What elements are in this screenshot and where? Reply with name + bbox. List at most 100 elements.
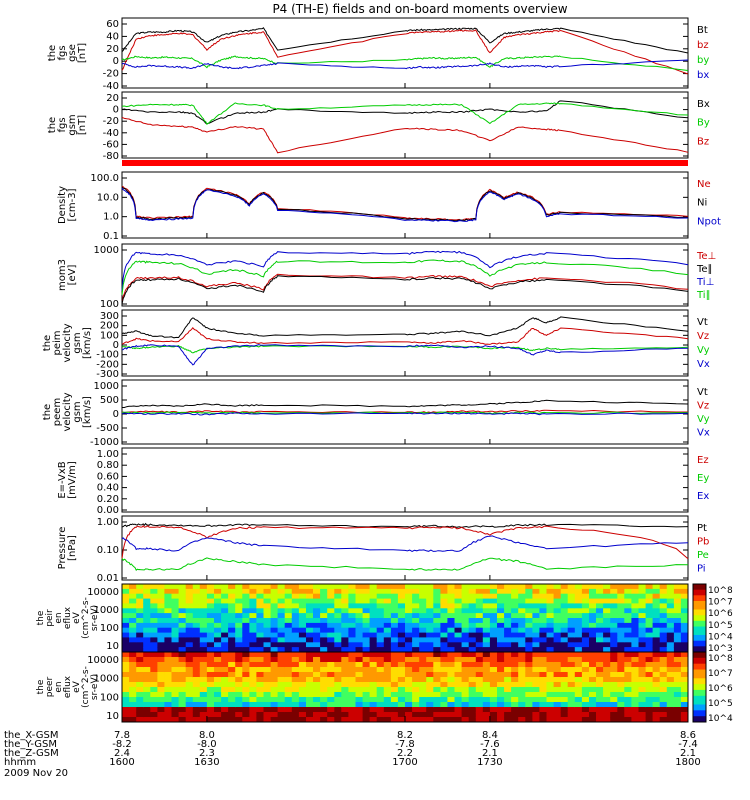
spectrogram-cell (589, 593, 597, 600)
spectrogram-cell (589, 692, 597, 698)
spectrogram-cell (376, 622, 385, 629)
spectrogram-cell (574, 627, 583, 634)
spectrogram-cell (447, 662, 455, 668)
spectrogram-cell (334, 652, 342, 658)
spectrogram-cell (171, 687, 180, 693)
spectrogram-cell (504, 588, 512, 595)
spectrogram-cell (518, 618, 526, 624)
spectrogram-cell (574, 613, 583, 619)
spectrogram-cell (497, 667, 505, 673)
spectrogram-cell (327, 692, 335, 698)
spectrogram-cell (355, 584, 364, 590)
spectrogram-cell (157, 652, 165, 658)
colorbar-segment (693, 695, 706, 700)
spectrogram-cell (228, 717, 236, 723)
spectrogram-cell (263, 598, 272, 604)
spectrogram-cell (376, 702, 385, 708)
spectrogram-cell (489, 593, 498, 600)
spectrogram-cell (235, 672, 243, 678)
spectrogram-cell (306, 652, 314, 658)
series-line-Pb (121, 525, 689, 560)
spectrogram-cell (624, 647, 632, 653)
spectrogram-cell (631, 618, 639, 624)
spectrogram-cell (567, 712, 576, 718)
spectrogram-cell (355, 677, 364, 683)
spectrogram-cell (652, 603, 661, 609)
spectrogram-cell (249, 613, 257, 619)
spectrogram-cell (164, 593, 172, 600)
spectrogram-cell (532, 657, 540, 663)
spectrogram-cell (362, 657, 371, 663)
spectrogram-cell (489, 672, 498, 678)
spectrogram-cell (214, 603, 222, 609)
spectrogram-cell (164, 642, 172, 648)
spectrogram-cell (383, 677, 392, 683)
spectrogram-cell (277, 692, 286, 698)
y-tick-label: 40 (106, 31, 119, 42)
spectrogram-cell (327, 608, 335, 614)
y-tick-label: 10 (106, 711, 119, 722)
spectrogram-cell (313, 584, 321, 590)
spectrogram-cell (355, 627, 364, 634)
spectrogram-cell (235, 657, 243, 663)
spectrogram-cell (270, 603, 279, 609)
spectrogram-cell (504, 632, 512, 638)
spectrogram-cell (638, 593, 647, 600)
spectrogram-cell (659, 603, 668, 609)
spectrogram-cell (532, 618, 540, 624)
spectrogram-cell (468, 622, 477, 629)
spectrogram-cell (489, 677, 498, 683)
spectrogram-cell (560, 647, 569, 653)
spectrogram-cell (178, 584, 187, 590)
spectrogram-cell (645, 642, 654, 648)
spectrogram-cell (228, 613, 236, 619)
spectrogram-cell (603, 588, 611, 595)
spectrogram-cell (298, 692, 307, 698)
spectrogram-cell (405, 608, 413, 614)
spectrogram-cell (596, 667, 604, 673)
spectrogram-cell (426, 613, 434, 619)
spectrogram-cell (362, 627, 371, 634)
spectrogram-cell (419, 622, 427, 629)
spectrogram-cell (539, 647, 547, 653)
spectrogram-cell (313, 692, 321, 698)
spectrogram-cell (334, 637, 342, 643)
spectrogram-cell (440, 593, 448, 600)
series-line-bz (121, 29, 689, 75)
spectrogram-cell (433, 707, 441, 713)
spectrogram-cell (511, 642, 519, 648)
spectrogram-cell (405, 613, 413, 619)
spectrogram-cell (638, 687, 647, 693)
spectrogram-cell (532, 637, 540, 643)
spectrogram-cell (589, 652, 597, 658)
spectrogram-cell (362, 603, 371, 609)
spectrogram-cell (504, 637, 512, 643)
spectrogram-cell (504, 677, 512, 683)
spectrogram-cell (256, 642, 264, 648)
spectrogram-cell (638, 584, 647, 590)
spectrogram-cell (610, 603, 618, 609)
spectrogram-cell (150, 598, 158, 604)
spectrogram-cell (426, 702, 434, 708)
spectrogram-cell (313, 613, 321, 619)
spectrogram-cell (355, 618, 364, 624)
spectrogram-cell (214, 632, 222, 638)
spectrogram-cell (383, 672, 392, 678)
spectrogram-cell (136, 682, 144, 688)
spectrogram-cell (412, 687, 420, 693)
spectrogram-cell (397, 667, 406, 673)
spectrogram-cell (256, 637, 264, 643)
colorbar-segment (693, 609, 706, 613)
spectrogram-cell (504, 712, 512, 718)
spectrogram-cell (242, 647, 250, 653)
y-tick-label: -60 (103, 139, 119, 150)
spectrogram-cell (228, 627, 236, 634)
spectrogram-cell (539, 608, 547, 614)
spectrogram-cell (178, 593, 187, 600)
spectrogram-cell (589, 717, 597, 723)
spectrogram-cell (390, 672, 399, 678)
spectrogram-cell (178, 692, 187, 698)
spectrogram-cell (383, 618, 392, 624)
spectrogram-cell (270, 598, 279, 604)
